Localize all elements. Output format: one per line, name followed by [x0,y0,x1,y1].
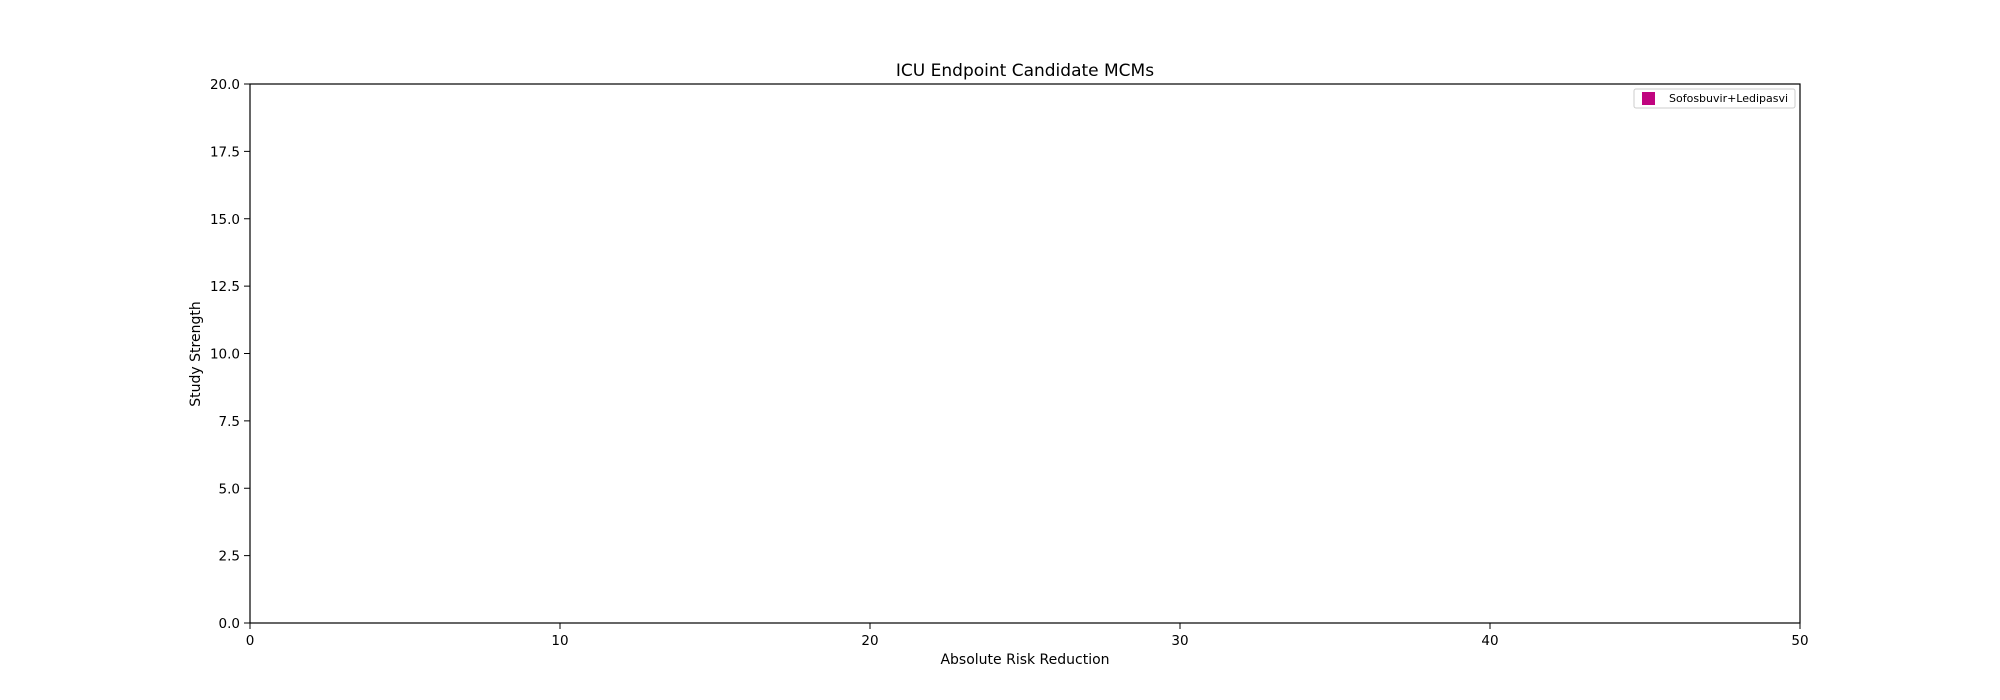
x-tick-label: 30 [1171,633,1188,649]
plot-area [249,83,1801,624]
y-tick-label: 0.0 [219,616,240,632]
chart-title: ICU Endpoint Candidate MCMs [896,61,1154,81]
x-tick-label: 0 [246,633,255,649]
legend-marker-square [1642,92,1655,105]
x-tick-label: 10 [551,633,568,649]
y-tick-label: 2.5 [219,549,240,565]
y-axis-label: Study Strength [188,301,204,406]
y-tick-label: 5.0 [219,481,240,497]
x-tick-label: 50 [1791,633,1808,649]
y-axis: 0.0 2.5 5.0 7.5 10.0 12.5 15.0 17.5 20.0 [210,77,250,632]
y-tick-label: 12.5 [210,279,240,295]
x-tick-label: 40 [1481,633,1498,649]
y-tick-label: 10.0 [210,347,240,363]
y-tick-label: 17.5 [210,144,240,160]
y-tick-label: 15.0 [210,212,240,228]
legend-series-label: Sofosbuvir+Ledipasvi [1669,92,1788,105]
y-tick-label: 7.5 [219,414,240,430]
x-tick-label: 20 [861,633,878,649]
legend: Sofosbuvir+Ledipasvi [1633,88,1796,109]
legend-box [1633,88,1796,109]
y-tick-label: 20.0 [210,77,240,93]
x-axis-label: Absolute Risk Reduction [940,652,1109,668]
x-axis: 0 10 20 30 40 50 [246,623,1809,649]
